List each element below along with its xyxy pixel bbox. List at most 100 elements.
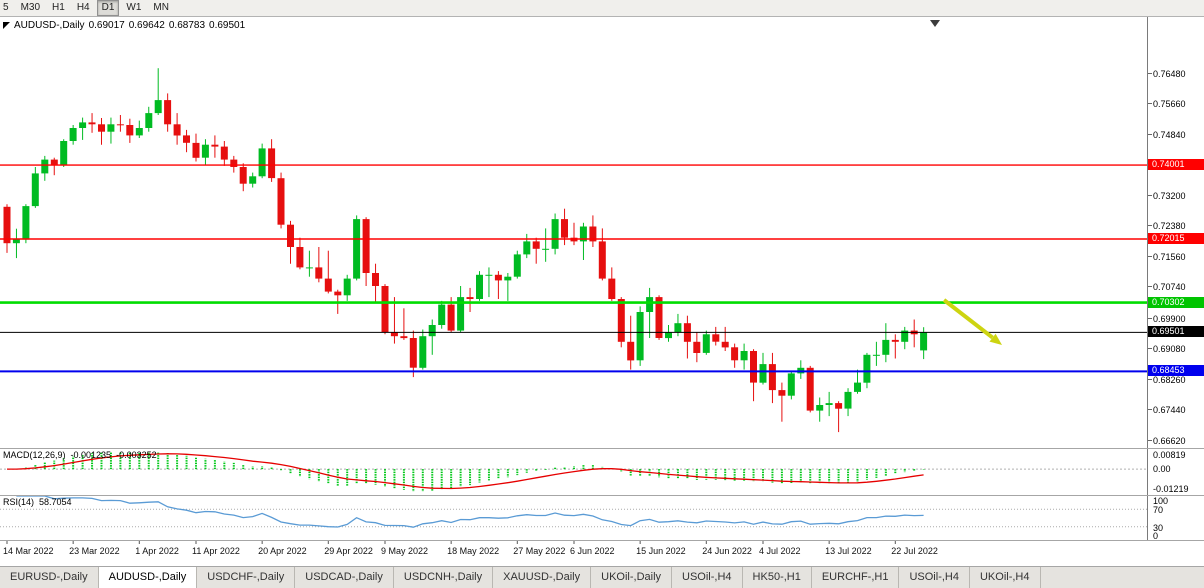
macd-histogram (15, 452, 925, 492)
chart-tab-ukoil-daily[interactable]: UKOil-,Daily (591, 567, 673, 588)
macd-panel: MACD(12,26,9) -0.001235 -0.003252 0.0081… (0, 449, 1204, 496)
price-axis-label: 0.75660 (1153, 99, 1186, 110)
chart-symbol-label: AUDUSD-,Daily (14, 20, 85, 31)
price-axis-label: 0.70740 (1153, 282, 1186, 293)
date-label: 13 Jul 2022 (825, 546, 872, 556)
chart-tab-usoil-h4[interactable]: USOil-,H4 (672, 567, 743, 588)
chart-tab-ukoil-h4[interactable]: UKOil-,H4 (970, 567, 1041, 588)
price-panel: AUDUSD-,Daily 0.69017 0.69642 0.68783 0.… (0, 17, 1204, 449)
rsi-axis-label-30: 30 (1153, 522, 1164, 533)
timeframe-button-h4[interactable]: H4 (76, 2, 90, 13)
ohlc-open-value: 0.69017 (88, 20, 125, 31)
price-axis-tick (1148, 286, 1152, 288)
chart-tab-bar: EURUSD-,Daily AUDUSD-,Daily USDCHF-,Daily U… (0, 567, 1204, 588)
timeframe-button-m30[interactable]: M30 (20, 2, 41, 13)
price-axis-tick (1148, 255, 1152, 257)
price-chart-plot[interactable]: AUDUSD-,Daily 0.69017 0.69642 0.68783 0.… (0, 17, 1147, 448)
price-axis-tick (1148, 194, 1152, 196)
date-label: 20 Apr 2022 (258, 546, 307, 556)
date-label: 4 Jul 2022 (759, 546, 801, 556)
date-label: 23 Mar 2022 (69, 546, 120, 556)
ohlc-high-value: 0.69642 (128, 20, 165, 31)
rsi-scale[interactable]: 100 70 30 0 (1147, 496, 1204, 540)
macd-indicator-label: MACD(12,26,9) (3, 450, 66, 460)
timeframe-button-d1[interactable]: D1 (96, 0, 120, 16)
price-axis-tick (1148, 103, 1152, 105)
timeframe-button-5[interactable]: 5 (3, 2, 9, 13)
price-axis-label: 0.72380 (1153, 221, 1186, 232)
price-badge-0.72015: 0.72015 (1148, 232, 1204, 244)
price-axis-label: 0.68260 (1153, 374, 1186, 385)
chart-tab-usoil-h4[interactable]: USOil-,H4 (899, 567, 970, 588)
date-label: 24 Jun 2022 (702, 546, 752, 556)
rsi-line (16, 496, 924, 528)
rsi-label-row: RSI(14) 58.7054 (3, 497, 72, 507)
price-axis-tick (1148, 378, 1152, 380)
price-badge-0.68453: 0.68453 (1148, 365, 1204, 377)
date-label: 14 Mar 2022 (3, 546, 54, 556)
macd-indicator (0, 452, 1147, 492)
rsi-panel: RSI(14) 58.7054 100 70 30 0 (0, 496, 1204, 541)
date-label: 22 Jul 2022 (891, 546, 938, 556)
candlesticks (3, 68, 928, 433)
rsi-axis-label-70: 70 (1153, 505, 1164, 516)
price-axis-tick (1148, 409, 1152, 411)
price-badge-0.74001: 0.74001 (1148, 159, 1204, 171)
time-scale-labels: 14 Mar 2022 23 Mar 2022 1 Apr 2022 11 Apr 2… (3, 541, 938, 556)
chart-shift-marker[interactable] (930, 20, 940, 27)
macd-main-value: -0.001235 (70, 450, 112, 460)
date-label: 1 Apr 2022 (135, 546, 179, 556)
rsi-plot[interactable]: RSI(14) 58.7054 (0, 496, 1147, 540)
date-label: 6 Jun 2022 (570, 546, 615, 556)
timeframe-button-w1[interactable]: W1 (126, 2, 142, 13)
rsi-axis-label-100: 100 (1153, 496, 1169, 506)
timeframe-toolbar: 5 M30 H1 H4 D1 W1 MN (0, 0, 1204, 17)
price-axis-tick (1148, 439, 1152, 441)
time-scale[interactable]: 14 Mar 2022 23 Mar 2022 1 Apr 2022 11 Apr 2… (0, 541, 1204, 567)
chart-tab-usdchf-daily[interactable]: USDCHF-,Daily (197, 567, 296, 588)
chart-tab-usdcad-daily[interactable]: USDCAD-,Daily (295, 567, 394, 588)
price-axis-tick (1148, 225, 1152, 227)
price-axis-label: 0.67440 (1153, 405, 1186, 416)
ohlc-close-value: 0.69501 (209, 20, 246, 31)
date-label: 29 Apr 2022 (324, 546, 373, 556)
price-axis-tick (1148, 348, 1152, 350)
macd-plot[interactable]: MACD(12,26,9) -0.001235 -0.003252 (0, 449, 1147, 495)
price-axis-tick (1148, 72, 1152, 74)
candlestick-chart (0, 20, 1147, 433)
date-label: 11 Apr 2022 (192, 546, 240, 556)
price-scale[interactable]: 0.76480 0.75660 0.74840 0.73200 0.72380 0.715… (1147, 17, 1204, 448)
ohlc-low-value: 0.68783 (168, 20, 206, 31)
chart-tab-xauusd-daily[interactable]: XAUUSD-,Daily (493, 567, 592, 588)
price-axis-tick (1148, 133, 1152, 135)
rsi-indicator (0, 496, 1147, 528)
price-axis-label: 0.76480 (1153, 68, 1186, 79)
arrow-annotation[interactable] (942, 298, 1002, 345)
price-axis-label: 0.71560 (1153, 251, 1186, 262)
chart-title: AUDUSD-,Daily 0.69017 0.69642 0.68783 0.… (3, 20, 245, 31)
date-label: 27 May 2022 (513, 546, 565, 556)
macd-scale[interactable]: 0.00819 0.00 -0.01219 (1147, 449, 1204, 495)
chart-tab-eurusd-daily[interactable]: EURUSD-,Daily (0, 567, 99, 588)
chart-tab-usdcnh-daily[interactable]: USDCNH-,Daily (394, 567, 494, 588)
rsi-indicator-label: RSI(14) (3, 497, 35, 507)
price-axis-tick (1148, 317, 1152, 319)
chart-marker-icon (3, 22, 10, 29)
macd-axis-max-label: 0.00819 (1153, 450, 1186, 460)
macd-axis-min-label: -0.01219 (1153, 484, 1189, 494)
macd-signal-line (7, 453, 924, 490)
price-axis-label: 0.69080 (1153, 344, 1186, 355)
price-badge-0.69501: 0.69501 (1148, 326, 1204, 338)
timeframe-button-mn[interactable]: MN (153, 2, 169, 13)
price-axis-label: 0.69900 (1153, 313, 1186, 324)
macd-signal-value: -0.003252 (116, 450, 157, 460)
price-badge-0.70302: 0.70302 (1148, 296, 1204, 308)
price-axis-label: 0.73200 (1153, 190, 1186, 201)
timeframe-button-h1[interactable]: H1 (52, 2, 65, 13)
chart-tab-eurchf-h1[interactable]: EURCHF-,H1 (812, 567, 900, 588)
macd-label-row: MACD(12,26,9) -0.001235 -0.003252 (3, 450, 157, 460)
chart-tab-audusd-daily[interactable]: AUDUSD-,Daily (98, 567, 198, 588)
chart-tab-hk50-h1[interactable]: HK50-,H1 (743, 567, 812, 588)
rsi-value: 58.7054 (39, 497, 72, 507)
